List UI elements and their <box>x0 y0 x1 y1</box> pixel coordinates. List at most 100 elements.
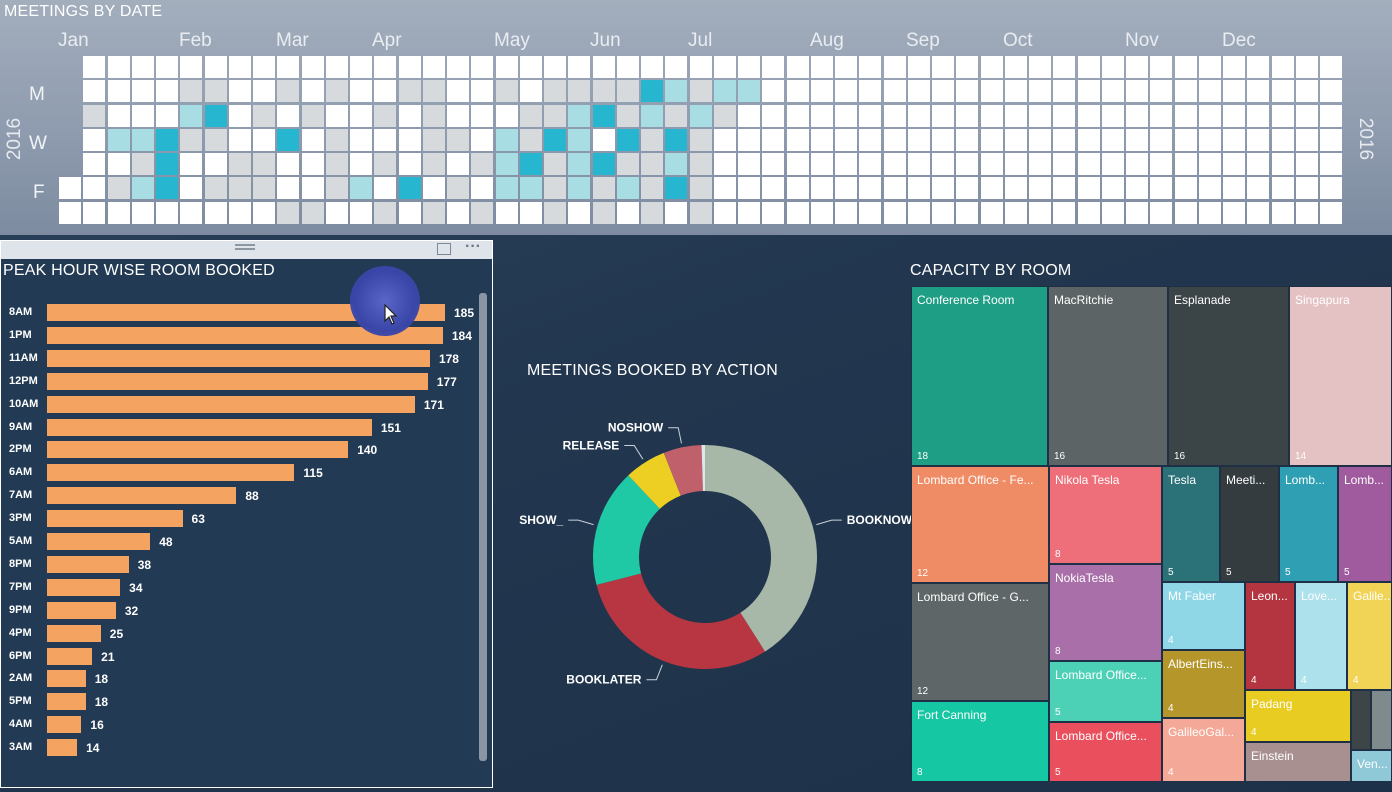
calendar-day-cell[interactable] <box>689 56 712 78</box>
bar[interactable] <box>47 395 415 413</box>
calendar-day-cell[interactable] <box>1053 80 1076 103</box>
calendar-day-cell[interactable] <box>325 104 348 127</box>
calendar-day-cell[interactable] <box>1126 128 1148 151</box>
calendar-day-cell[interactable] <box>228 177 251 200</box>
calendar-day-cell[interactable] <box>398 201 421 224</box>
bar[interactable] <box>47 441 349 459</box>
bar[interactable] <box>47 464 295 482</box>
calendar-day-cell[interactable] <box>956 128 979 151</box>
calendar-day-cell[interactable] <box>1247 177 1270 200</box>
treemap-tile[interactable]: Singapura 14 <box>1289 286 1392 466</box>
calendar-day-cell[interactable] <box>495 177 518 200</box>
calendar-day-cell[interactable] <box>956 201 979 224</box>
calendar-day-cell[interactable] <box>1247 56 1270 78</box>
calendar-day-cell[interactable] <box>665 128 688 151</box>
treemap-tile[interactable]: Einstein <box>1245 742 1351 782</box>
calendar-day-cell[interactable] <box>883 201 906 224</box>
calendar-day-cell[interactable] <box>883 56 906 78</box>
calendar-day-cell[interactable] <box>1004 104 1027 127</box>
donut-slice[interactable] <box>701 445 705 492</box>
calendar-day-cell[interactable] <box>1295 201 1318 224</box>
calendar-day-cell[interactable] <box>1029 56 1051 78</box>
calendar-day-cell[interactable] <box>980 80 1003 103</box>
calendar-day-cell[interactable] <box>1053 104 1076 127</box>
calendar-day-cell[interactable] <box>253 177 275 200</box>
calendar-day-cell[interactable] <box>1271 128 1294 151</box>
calendar-day-cell[interactable] <box>301 104 324 127</box>
calendar-day-cell[interactable] <box>107 80 130 103</box>
calendar-day-cell[interactable] <box>1295 177 1318 200</box>
calendar-day-cell[interactable] <box>277 80 300 103</box>
calendar-day-cell[interactable] <box>713 56 736 78</box>
calendar-day-cell[interactable] <box>1077 128 1100 151</box>
calendar-day-cell[interactable] <box>980 56 1003 78</box>
calendar-day-cell[interactable] <box>980 201 1003 224</box>
calendar-day-cell[interactable] <box>131 153 154 175</box>
calendar-day-cell[interactable] <box>835 104 857 127</box>
calendar-day-cell[interactable] <box>1029 201 1051 224</box>
calendar-day-cell[interactable] <box>204 153 227 175</box>
bar[interactable] <box>47 693 86 711</box>
treemap-tile[interactable]: Lombard Office... 5 <box>1049 661 1162 722</box>
calendar-day-cell[interactable] <box>1126 56 1148 78</box>
calendar-day-cell[interactable] <box>1198 153 1221 175</box>
bar-chart-panel[interactable]: ··· PEAK HOUR WISE ROOM BOOKED 8AM 185 1PM… <box>0 238 493 788</box>
calendar-day-cell[interactable] <box>810 80 833 103</box>
calendar-day-cell[interactable] <box>471 128 494 151</box>
treemap-tile[interactable]: Esplanade 16 <box>1168 286 1289 466</box>
calendar-day-cell[interactable] <box>253 104 275 127</box>
calendar-day-cell[interactable] <box>422 153 445 175</box>
calendar-day-cell[interactable] <box>932 80 954 103</box>
calendar-day-cell[interactable] <box>689 104 712 127</box>
bar[interactable] <box>47 304 445 321</box>
calendar-day-cell[interactable] <box>1295 153 1318 175</box>
calendar-day-cell[interactable] <box>107 128 130 151</box>
bar[interactable] <box>47 647 93 665</box>
calendar-day-cell[interactable] <box>83 201 106 224</box>
calendar-day-cell[interactable] <box>180 201 203 224</box>
calendar-day-cell[interactable] <box>932 177 954 200</box>
calendar-day-cell[interactable] <box>1077 153 1100 175</box>
calendar-day-cell[interactable] <box>883 104 906 127</box>
calendar-day-cell[interactable] <box>1126 177 1148 200</box>
calendar-day-cell[interactable] <box>786 177 809 200</box>
calendar-day-cell[interactable] <box>1198 177 1221 200</box>
calendar-day-cell[interactable] <box>422 128 445 151</box>
calendar-day-cell[interactable] <box>1271 80 1294 103</box>
calendar-day-cell[interactable] <box>641 56 663 78</box>
calendar-day-cell[interactable] <box>1223 128 1245 151</box>
calendar-day-cell[interactable] <box>859 104 882 127</box>
calendar-day-cell[interactable] <box>810 177 833 200</box>
calendar-day-cell[interactable] <box>883 153 906 175</box>
calendar-day-cell[interactable] <box>713 128 736 151</box>
calendar-day-cell[interactable] <box>156 104 178 127</box>
calendar-day-cell[interactable] <box>1077 80 1100 103</box>
calendar-day-cell[interactable] <box>495 104 518 127</box>
calendar-day-cell[interactable] <box>277 177 300 200</box>
calendar-day-cell[interactable] <box>1223 177 1245 200</box>
calendar-day-cell[interactable] <box>689 153 712 175</box>
calendar-day-cell[interactable] <box>447 201 469 224</box>
calendar-day-cell[interactable] <box>883 128 906 151</box>
calendar-day-cell[interactable] <box>1223 80 1245 103</box>
calendar-day-cell[interactable] <box>907 201 930 224</box>
calendar-day-cell[interactable] <box>156 177 178 200</box>
calendar-day-cell[interactable] <box>1320 153 1342 175</box>
calendar-day-cell[interactable] <box>835 153 857 175</box>
calendar-day-cell[interactable] <box>713 153 736 175</box>
calendar-day-cell[interactable] <box>325 128 348 151</box>
treemap-tile[interactable]: Lombard Office - Fe... 12 <box>911 466 1049 583</box>
calendar-day-cell[interactable] <box>859 201 882 224</box>
calendar-day-cell[interactable] <box>1247 153 1270 175</box>
calendar-day-cell[interactable] <box>1101 56 1124 78</box>
donut-slice[interactable] <box>628 452 681 509</box>
calendar-day-cell[interactable] <box>907 128 930 151</box>
calendar-day-cell[interactable] <box>616 153 639 175</box>
calendar-day-cell[interactable] <box>374 80 397 103</box>
treemap-tile[interactable]: Galile... 4 <box>1347 582 1392 690</box>
calendar-day-cell[interactable] <box>471 80 494 103</box>
treemap-tile[interactable]: Lombard Office... 5 <box>1049 722 1162 782</box>
calendar-day-cell[interactable] <box>762 80 785 103</box>
calendar-day-cell[interactable] <box>835 128 857 151</box>
calendar-day-cell[interactable] <box>180 104 203 127</box>
